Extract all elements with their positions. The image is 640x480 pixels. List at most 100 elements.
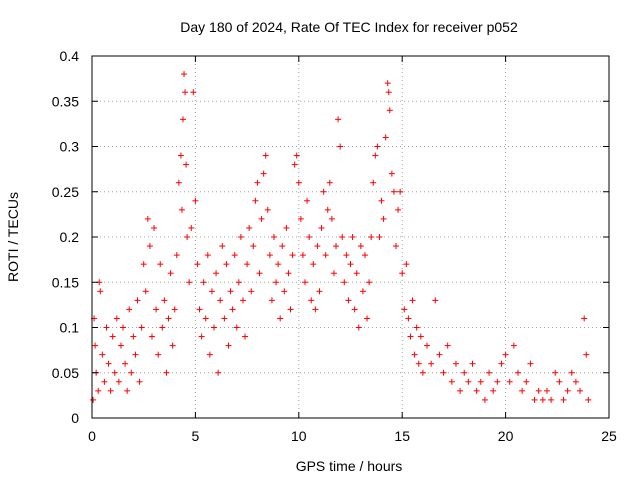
data-point <box>200 279 207 286</box>
data-point <box>585 396 592 403</box>
x-tick-label: 20 <box>498 428 514 444</box>
data-point <box>223 261 230 268</box>
data-point <box>237 234 244 240</box>
data-point <box>477 378 484 385</box>
data-point <box>380 215 387 222</box>
data-point <box>339 234 346 240</box>
data-point <box>194 261 201 268</box>
data-point <box>140 261 147 268</box>
data-point <box>275 261 282 268</box>
data-point <box>148 333 155 340</box>
data-point <box>167 270 174 277</box>
data-point <box>351 306 358 313</box>
data-point <box>436 351 443 358</box>
chart-title: Day 180 of 2024, Rate Of TEC Index for r… <box>180 19 518 35</box>
data-point <box>403 261 410 268</box>
data-point <box>128 369 135 376</box>
data-point <box>308 297 315 304</box>
data-point <box>105 360 112 367</box>
data-points <box>90 71 592 403</box>
data-point <box>366 279 373 286</box>
data-point <box>186 279 193 286</box>
data-point <box>157 261 164 268</box>
data-point <box>111 369 118 376</box>
data-point <box>225 342 232 349</box>
data-point <box>552 369 559 376</box>
data-point <box>299 252 306 259</box>
data-point <box>407 333 414 340</box>
data-point <box>304 197 311 204</box>
data-point <box>221 315 228 322</box>
data-point <box>457 387 464 394</box>
data-point <box>231 252 238 259</box>
data-point <box>171 306 178 313</box>
data-point <box>314 243 321 250</box>
data-point <box>341 279 348 286</box>
data-point <box>153 306 160 313</box>
data-point <box>405 315 412 322</box>
data-point <box>357 243 364 250</box>
x-axis-ticks: 0 5 10 15 20 25 <box>88 56 617 444</box>
data-point <box>279 243 286 250</box>
data-point <box>361 252 368 259</box>
data-point <box>355 324 362 331</box>
data-point <box>382 134 389 141</box>
data-point <box>415 360 422 367</box>
data-point <box>130 333 137 340</box>
data-point <box>498 360 505 367</box>
data-point <box>548 396 555 403</box>
data-point <box>419 369 426 376</box>
data-point <box>151 224 158 231</box>
data-point <box>206 351 213 358</box>
data-point <box>169 342 176 349</box>
data-point <box>413 324 420 331</box>
data-point <box>175 179 182 186</box>
data-point <box>229 306 236 313</box>
data-point <box>242 333 249 340</box>
data-point <box>397 188 404 195</box>
data-point <box>97 288 104 295</box>
data-point <box>417 333 424 340</box>
data-point <box>318 224 325 231</box>
data-point <box>399 270 406 277</box>
data-point <box>184 234 191 240</box>
data-point <box>190 89 197 96</box>
data-point <box>556 378 563 385</box>
data-point <box>233 324 240 331</box>
data-point <box>374 143 381 150</box>
data-point <box>264 206 271 213</box>
y-tick-label: 0.05 <box>52 365 79 381</box>
data-point <box>215 369 222 376</box>
data-point <box>302 279 309 286</box>
data-point <box>527 360 534 367</box>
data-point <box>494 378 501 385</box>
data-point <box>136 378 143 385</box>
data-point <box>283 224 290 231</box>
data-point <box>196 306 203 313</box>
data-point <box>250 243 257 250</box>
data-point <box>178 206 185 213</box>
data-point <box>144 215 151 222</box>
data-point <box>182 89 189 96</box>
data-point <box>287 306 294 313</box>
data-point <box>291 161 298 168</box>
data-point <box>103 324 110 331</box>
data-point <box>523 378 530 385</box>
data-point <box>432 297 439 304</box>
data-point <box>328 215 335 222</box>
data-point <box>256 270 263 277</box>
data-point <box>138 324 145 331</box>
data-point <box>155 351 162 358</box>
data-point <box>515 369 522 376</box>
data-point <box>330 270 337 277</box>
data-point <box>424 342 431 349</box>
data-point <box>219 243 226 250</box>
x-tick-label: 5 <box>192 428 200 444</box>
data-point <box>208 288 215 295</box>
data-point <box>502 351 509 358</box>
data-point <box>510 342 517 349</box>
data-point <box>320 188 327 195</box>
data-point <box>244 261 251 268</box>
data-point <box>392 243 399 250</box>
